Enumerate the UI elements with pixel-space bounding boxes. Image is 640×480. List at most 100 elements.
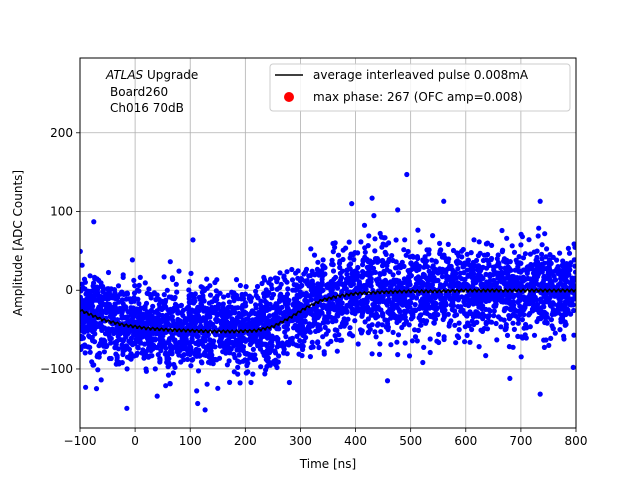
sample-point: [186, 293, 192, 299]
sample-point: [481, 325, 487, 332]
sample-point: [179, 310, 185, 316]
sample-point: [343, 320, 349, 326]
sample-point: [448, 277, 454, 284]
sample-point: [410, 254, 416, 260]
sample-point: [170, 370, 176, 376]
sample-point: [503, 322, 509, 328]
sample-point: [347, 325, 353, 331]
sample-point: [87, 273, 93, 279]
sample-point: [154, 345, 160, 351]
average-pulse-point: [131, 325, 135, 329]
sample-point: [116, 361, 122, 367]
sample-point: [242, 350, 248, 357]
sample-point: [202, 352, 208, 358]
sample-point: [89, 308, 95, 314]
sample-point: [93, 386, 100, 392]
sample-point: [415, 227, 421, 233]
average-pulse-point: [488, 289, 492, 293]
sample-point: [571, 332, 576, 338]
average-pulse-point: [418, 290, 421, 294]
sample-point: [124, 344, 130, 350]
average-pulse-point: [83, 311, 86, 315]
sample-point: [476, 344, 482, 350]
average-pulse-point: [506, 289, 510, 293]
sample-point: [108, 340, 114, 346]
sample-point: [557, 272, 563, 278]
sample-point: [495, 297, 501, 303]
y-tick-label: 100: [50, 205, 73, 219]
average-pulse-point: [444, 290, 448, 294]
sample-point: [335, 313, 341, 319]
sample-point: [259, 280, 265, 287]
sample-point: [284, 307, 290, 313]
sample-point: [522, 332, 528, 338]
sample-point: [494, 337, 500, 343]
sample-point: [548, 301, 554, 307]
sample-point: [539, 251, 545, 257]
average-pulse-point: [158, 328, 161, 332]
sample-point: [292, 298, 298, 304]
sample-point: [425, 302, 431, 308]
average-pulse-point: [140, 327, 143, 330]
sample-point: [500, 247, 506, 253]
sample-point: [225, 292, 231, 298]
sample-point: [176, 346, 182, 352]
sample-point: [216, 355, 223, 361]
average-pulse-point: [532, 289, 536, 293]
sample-point: [214, 305, 220, 311]
sample-point: [424, 318, 430, 324]
grid-lines: [79, 58, 577, 428]
sample-point: [486, 307, 492, 313]
sample-point: [333, 318, 339, 324]
sample-point: [377, 230, 383, 237]
sample-point: [160, 318, 166, 324]
sample-point: [194, 388, 200, 394]
sample-point: [461, 270, 467, 276]
sample-point: [328, 314, 334, 320]
sample-point: [308, 292, 314, 299]
sample-point: [250, 317, 256, 323]
sample-point: [555, 282, 562, 288]
sample-point: [250, 309, 256, 315]
sample-point: [223, 332, 229, 338]
average-pulse-point: [149, 328, 152, 331]
x-tick-label: 100: [179, 434, 202, 448]
sample-point: [223, 309, 229, 316]
y-tick-label: 200: [50, 126, 73, 140]
sample-point: [295, 303, 302, 310]
sample-point: [189, 357, 195, 363]
sample-point-outlier: [570, 364, 576, 370]
sample-point: [372, 248, 378, 254]
sample-point: [281, 298, 287, 304]
sample-point: [174, 289, 180, 295]
sample-point: [304, 299, 310, 305]
sample-point: [156, 296, 162, 303]
sample-point: [385, 309, 391, 315]
sample-point: [313, 285, 319, 291]
sample-point: [80, 317, 83, 323]
sample-point: [499, 269, 505, 275]
sample-point: [336, 260, 343, 266]
legend: average interleaved pulse 0.008mA max ph…: [269, 63, 571, 112]
average-pulse-point: [171, 329, 174, 333]
sample-point: [490, 264, 497, 270]
sample-point: [358, 239, 364, 245]
sample-point: [100, 289, 106, 295]
sample-point: [332, 307, 338, 313]
sample-point: [361, 222, 368, 228]
sample-point: [408, 309, 414, 315]
average-pulse-point: [365, 292, 368, 296]
sample-point: [155, 352, 161, 358]
sample-point: [263, 367, 269, 373]
sample-point: [90, 303, 96, 309]
atlas-annotation: ATLAS Upgrade Board260 Ch016 70dB: [105, 68, 198, 115]
sample-point: [456, 334, 462, 341]
sample-point: [168, 306, 174, 312]
sample-point: [475, 253, 481, 259]
average-pulse-point: [316, 301, 320, 305]
sample-point: [329, 257, 335, 263]
sample-point: [234, 347, 240, 353]
sample-point: [520, 255, 527, 261]
sample-point: [569, 275, 575, 281]
sample-point: [217, 343, 223, 349]
